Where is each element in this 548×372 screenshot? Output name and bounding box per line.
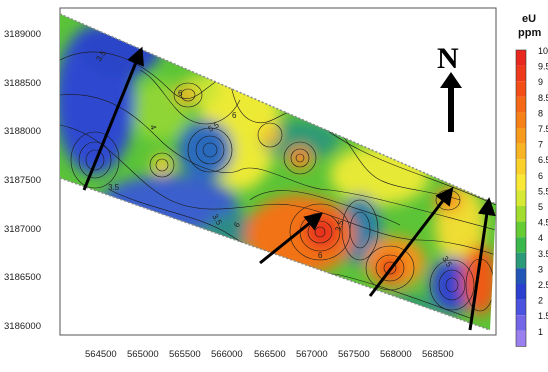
legend-swatch xyxy=(516,96,526,113)
x-tick-label: 567500 xyxy=(338,349,370,360)
legend-bar-border xyxy=(515,49,527,347)
strip-upper-edge xyxy=(59,13,497,205)
x-axis: 564500 565000 565500 566000 566500 56700… xyxy=(85,349,454,360)
legend-label: 4 xyxy=(538,233,543,243)
contour-label: 4 xyxy=(148,124,158,132)
legend-label: 2.5 xyxy=(538,280,548,290)
legend-swatch xyxy=(516,112,526,128)
contour-label: 6 xyxy=(318,251,323,260)
contour-label: 6 xyxy=(178,89,183,98)
legend-label: 8 xyxy=(538,108,543,118)
y-tick-label: 3186500 xyxy=(4,272,41,283)
x-tick-label: 566500 xyxy=(254,349,286,360)
trend-arrows xyxy=(82,46,496,331)
legend-swatch xyxy=(516,299,526,316)
legend-unit: ppm xyxy=(518,27,541,39)
trend-arrow xyxy=(468,197,496,331)
x-tick-label: 568500 xyxy=(422,349,454,360)
legend-swatch xyxy=(516,268,526,284)
north-letter: N xyxy=(437,42,459,75)
y-axis: 3189000 3188500 3188000 3187500 3187000 … xyxy=(4,29,41,332)
x-tick-label: 565500 xyxy=(169,349,201,360)
legend-swatch xyxy=(516,252,526,269)
x-tick-label: 564500 xyxy=(85,349,117,360)
y-tick-label: 3188500 xyxy=(4,78,41,89)
x-tick-label: 565000 xyxy=(127,349,159,360)
legend-label: 9.5 xyxy=(538,62,548,72)
y-tick-label: 3188000 xyxy=(4,126,41,137)
legend-swatch xyxy=(516,190,526,206)
x-tick-label: 568000 xyxy=(380,349,412,360)
legend-swatch xyxy=(516,50,526,66)
north-arrow: N xyxy=(437,42,462,132)
y-tick-label: 3187500 xyxy=(4,175,41,186)
north-arrow-icon xyxy=(440,72,462,132)
legend-label: 6.5 xyxy=(538,155,548,165)
legend-swatch xyxy=(516,128,526,144)
color-legend: eU ppm 10 9.5 9 8.5 8 7.5 7 6.5 6 5.5 5 4.5 4 3.5 3 2.5… xyxy=(515,13,548,347)
contour-label: 3.5 xyxy=(108,183,120,192)
legend-label: 5 xyxy=(538,202,543,212)
legend-swatch xyxy=(516,206,526,222)
trend-arrow xyxy=(259,212,324,265)
legend-label: 9 xyxy=(538,77,543,87)
legend-swatch xyxy=(516,143,526,160)
legend-swatch xyxy=(516,81,526,97)
contour-label: 6 xyxy=(232,111,237,120)
legend-label: 2 xyxy=(538,296,543,306)
legend-label: 7.5 xyxy=(538,124,548,134)
legend-swatch xyxy=(516,221,526,238)
legend-swatch xyxy=(516,237,526,253)
legend-swatch xyxy=(516,284,526,300)
contour-label: 6 xyxy=(232,220,242,229)
x-tick-label: 566000 xyxy=(211,349,243,360)
x-tick-label: 567000 xyxy=(296,349,328,360)
y-tick-label: 3186000 xyxy=(4,321,41,332)
legend-label: 10 xyxy=(538,46,548,56)
legend-swatch xyxy=(516,330,526,347)
contour-label: 3.5 xyxy=(333,219,345,233)
legend-label: 7 xyxy=(538,140,543,150)
legend-swatch xyxy=(516,159,526,175)
y-tick-label: 3189000 xyxy=(4,29,41,40)
legend-label: 3.5 xyxy=(538,249,548,259)
strip-lower-edge xyxy=(59,177,491,331)
legend-title: eU xyxy=(522,13,536,25)
legend-swatch xyxy=(516,65,526,82)
trend-arrow xyxy=(82,46,144,191)
legend-label: 4.5 xyxy=(538,218,548,228)
legend-swatch xyxy=(516,174,526,191)
legend-label: 8.5 xyxy=(538,93,548,103)
legend-swatch xyxy=(516,315,526,331)
legend-label: 1 xyxy=(538,327,543,337)
y-tick-label: 3187000 xyxy=(4,224,41,235)
legend-label: 1.5 xyxy=(538,311,548,321)
legend-label: 3 xyxy=(538,264,543,274)
legend-label: 5.5 xyxy=(538,186,548,196)
trend-arrow xyxy=(368,186,454,297)
legend-label: 6 xyxy=(538,171,543,181)
